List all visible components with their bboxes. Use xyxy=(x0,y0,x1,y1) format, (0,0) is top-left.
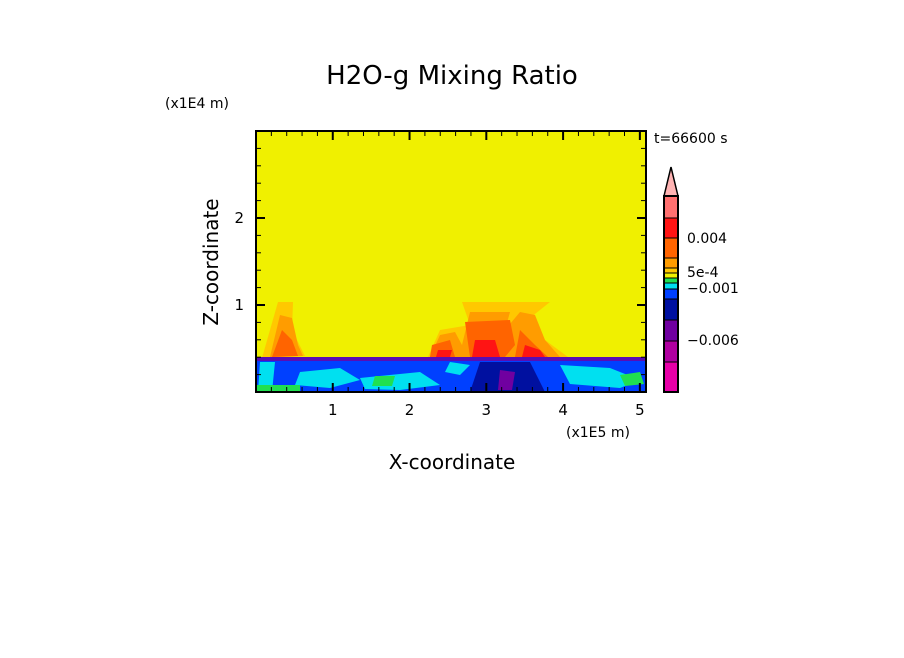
colorbar-arrow xyxy=(663,166,679,197)
colorbar-label: −0.001 xyxy=(687,281,739,297)
colorbar-segment xyxy=(663,361,679,393)
colorbar-segment xyxy=(663,257,679,269)
colorbar-frame xyxy=(663,195,679,393)
plot-field xyxy=(255,130,647,393)
lower-band-top xyxy=(256,357,646,361)
colorbar-segment xyxy=(663,288,679,300)
x-tick-label: 4 xyxy=(558,401,568,419)
x-tick-label: 3 xyxy=(482,401,492,419)
cyan-patches xyxy=(258,362,640,392)
x-tick-label: 1 xyxy=(328,401,338,419)
axis-ticks: 1 2 3 4 5 1 2 xyxy=(234,131,646,419)
colorbar-segment xyxy=(663,195,679,219)
colorbar-segment xyxy=(663,282,679,290)
colorbar-label: −0.006 xyxy=(687,333,739,349)
colorbar-segment xyxy=(663,272,679,279)
y-axis-label: Z-coordinate xyxy=(199,198,223,325)
colorbar-segment xyxy=(663,319,679,342)
x-tick-label: 5 xyxy=(635,401,645,419)
x-axis-label: X-coordinate xyxy=(389,450,516,474)
colorbar: 0.004 5e-4−0.001 −0.006 xyxy=(663,166,739,393)
colorbar-segment xyxy=(663,267,679,274)
plume-left-inner xyxy=(272,330,298,357)
y-tick-label: 2 xyxy=(234,209,244,227)
green-patches xyxy=(256,372,644,392)
colorbar-label: 5e-4 xyxy=(687,265,719,281)
chart-title: H2O-g Mixing Ratio xyxy=(326,61,578,91)
plume-center-inner xyxy=(430,320,548,357)
colorbar-segment xyxy=(663,217,679,239)
plot-frame xyxy=(255,130,647,393)
colorbar-label: 0.004 xyxy=(687,231,727,247)
y-tick-label: 1 xyxy=(234,296,244,314)
y-unit-label: (x1E4 m) xyxy=(165,96,229,112)
colorbar-segment xyxy=(663,277,679,284)
colorbar-segment xyxy=(663,237,679,259)
x-unit-label: (x1E5 m) xyxy=(566,425,630,441)
x-tick-label: 2 xyxy=(405,401,415,419)
colorbar-segment xyxy=(663,340,679,363)
colorbar-segment xyxy=(663,298,679,321)
time-label: t=66600 s xyxy=(654,131,728,147)
plume-center-red xyxy=(436,340,545,357)
purple-patch xyxy=(498,370,515,390)
